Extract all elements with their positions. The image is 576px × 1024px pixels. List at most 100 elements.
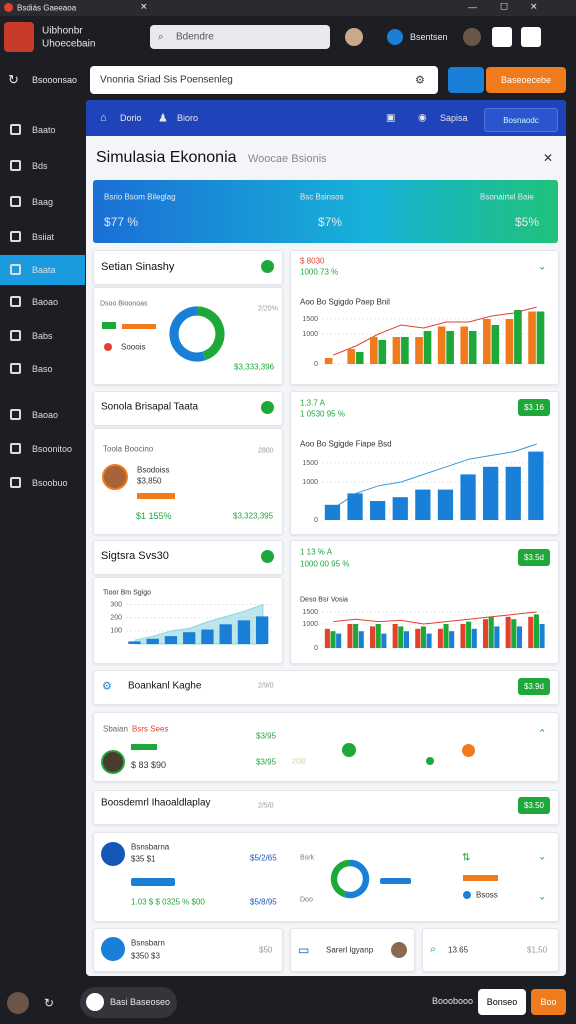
toggle-button[interactable] bbox=[448, 67, 484, 93]
bar-chart: 0 1000 1500 bbox=[302, 443, 548, 524]
value-button[interactable]: $3.50 bbox=[518, 797, 550, 814]
avatar[interactable] bbox=[7, 992, 29, 1014]
close-tab[interactable]: ✕ bbox=[140, 1, 148, 12]
bar bbox=[324, 358, 333, 364]
change: 1000 00 95 % bbox=[300, 559, 350, 569]
person-amount: $350 $3 bbox=[131, 951, 160, 961]
bar-chart: 0 1000 1500 bbox=[302, 306, 548, 368]
nav-icon[interactable]: ▣ bbox=[386, 112, 396, 124]
sidebar-icon bbox=[10, 264, 21, 275]
pill-label: Basi Baseoseo bbox=[110, 997, 171, 1007]
bar bbox=[330, 631, 336, 648]
nav-icon: ♟ bbox=[158, 112, 168, 125]
icon-button[interactable] bbox=[521, 27, 541, 47]
nav-icon: ◉ bbox=[418, 112, 427, 124]
card bbox=[93, 287, 283, 385]
toolbar-search[interactable] bbox=[90, 66, 438, 94]
pill-icon bbox=[86, 993, 104, 1011]
icon-button[interactable] bbox=[492, 27, 512, 47]
sidebar-item[interactable]: Baso bbox=[0, 354, 85, 384]
sidebar-item[interactable]: Baato bbox=[0, 115, 85, 145]
home-icon[interactable]: ⌂ bbox=[100, 112, 107, 124]
person-amount: $3,850 bbox=[137, 476, 162, 486]
card-label: $1,50 bbox=[527, 945, 548, 955]
bar bbox=[375, 624, 381, 648]
y-tick-label: 300 bbox=[110, 601, 122, 608]
card-title: Sonola Brisapal Taata bbox=[101, 401, 199, 413]
expand[interactable]: ⌄ bbox=[538, 851, 547, 863]
sidebar-label: Baata bbox=[32, 265, 56, 275]
nav-item[interactable]: Bioro bbox=[177, 113, 199, 123]
bar bbox=[128, 641, 141, 644]
legend-swatch bbox=[102, 322, 116, 329]
close[interactable]: ✕ bbox=[530, 1, 538, 12]
card bbox=[93, 712, 559, 782]
window-title: Bsdiás Gaeeaoa bbox=[17, 3, 77, 13]
sidebar-item[interactable]: Bds bbox=[0, 151, 85, 181]
sidebar-item[interactable]: Bsoobuo bbox=[0, 468, 85, 498]
y-tick-label: 1500 bbox=[302, 609, 318, 616]
bar bbox=[494, 626, 500, 648]
title-bar bbox=[0, 0, 576, 16]
summary-banner bbox=[93, 180, 558, 243]
primary-button[interactable]: Baseoecebe bbox=[486, 67, 566, 93]
sidebar-label: Bsiiat bbox=[32, 232, 55, 242]
status-icon bbox=[261, 401, 274, 414]
value-button[interactable]: $3.9d bbox=[518, 678, 550, 695]
pct: 1.03 $ $ 0325 % $00 bbox=[131, 897, 205, 907]
value-button[interactable]: $3.16 bbox=[518, 399, 550, 416]
change: 1000.73 % bbox=[300, 267, 339, 277]
refresh-icon[interactable]: ↻ bbox=[8, 72, 19, 87]
sidebar-item[interactable]: Bsoonitoo bbox=[0, 434, 85, 464]
nav-button[interactable]: Bosnaodc bbox=[484, 108, 558, 132]
toolbar-icon[interactable]: ⚙ bbox=[415, 74, 425, 87]
nav-item[interactable]: Dorio bbox=[120, 113, 142, 123]
sidebar-label: Baoao bbox=[32, 297, 59, 307]
section-note: 2/5/0 bbox=[258, 802, 274, 810]
bar bbox=[370, 501, 386, 520]
card-header bbox=[93, 391, 283, 426]
minimize[interactable]: — bbox=[468, 2, 477, 12]
bar bbox=[488, 616, 494, 648]
search-box[interactable] bbox=[150, 25, 330, 49]
bar bbox=[256, 616, 269, 644]
avatar[interactable] bbox=[345, 28, 363, 46]
footer-label: Booobooo bbox=[432, 996, 474, 1006]
expand[interactable]: ⌄ bbox=[538, 261, 547, 273]
sidebar-label: Bsoobuo bbox=[32, 478, 68, 488]
nav-right[interactable]: Sapisa bbox=[440, 113, 468, 123]
expand[interactable]: ⌄ bbox=[538, 891, 547, 903]
sidebar-item[interactable]: Babs bbox=[0, 321, 85, 351]
bar bbox=[528, 616, 534, 648]
sidebar-icon bbox=[10, 477, 21, 488]
bar bbox=[324, 504, 341, 520]
sidebar-item[interactable]: Baoao bbox=[0, 400, 85, 430]
sidebar-icon bbox=[10, 231, 21, 242]
value-button[interactable]: $3.5d bbox=[518, 549, 550, 566]
avatar[interactable] bbox=[463, 28, 481, 46]
search-icon[interactable]: ⌕ bbox=[430, 943, 437, 956]
banner-label: Bsonairtel Baie bbox=[480, 192, 534, 202]
sidebar-item[interactable]: Bsiiat bbox=[0, 222, 85, 252]
sidebar-item[interactable]: Baag bbox=[0, 187, 85, 217]
bar bbox=[446, 331, 454, 364]
sidebar-item[interactable]: Baata bbox=[0, 255, 85, 285]
refresh-icon[interactable]: ↻ bbox=[44, 996, 55, 1010]
card-header bbox=[93, 250, 283, 285]
bar bbox=[536, 311, 545, 364]
row-value: $5/2/65 bbox=[250, 853, 277, 863]
line bbox=[333, 611, 537, 625]
close-modal[interactable]: ✕ bbox=[543, 151, 554, 165]
expand[interactable]: ⌃ bbox=[538, 728, 547, 740]
sidebar-label: Baso bbox=[32, 364, 53, 374]
primary-button[interactable]: Boo bbox=[531, 989, 566, 1015]
bar bbox=[437, 326, 446, 364]
maximize[interactable]: ☐ bbox=[500, 1, 509, 12]
section-title: Boosdemrl Ihaoaldlaplay bbox=[101, 797, 211, 809]
card-sub: Dsoo Bioonoas bbox=[100, 300, 148, 308]
sidebar-item[interactable]: Baoao bbox=[0, 287, 85, 317]
legend-label: Sooois bbox=[121, 342, 146, 352]
row-value: $5/8/95 bbox=[250, 897, 277, 907]
bar bbox=[398, 626, 404, 648]
secondary-button[interactable]: Bonseo bbox=[478, 989, 526, 1015]
